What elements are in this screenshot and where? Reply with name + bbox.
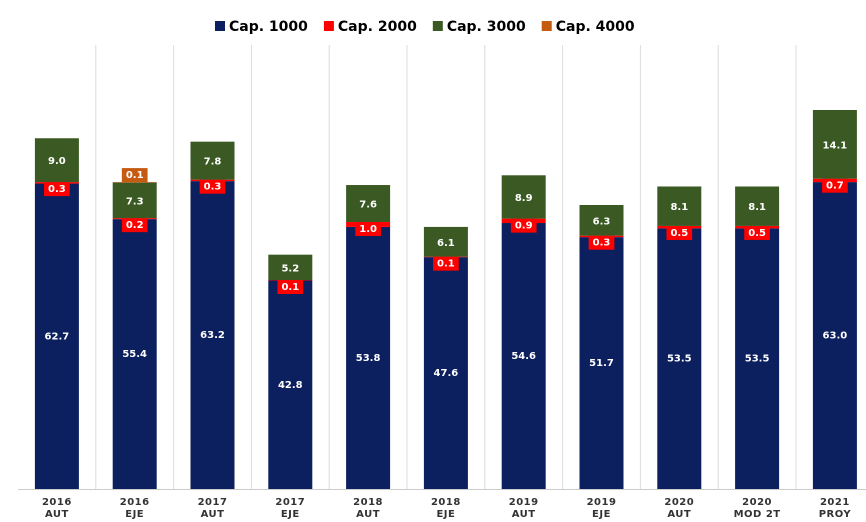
x-tick-label: 2018 [431, 497, 461, 508]
legend-label: Cap. 4000 [556, 19, 635, 35]
legend-label: Cap. 3000 [447, 19, 526, 35]
x-tick-label: 2021 [820, 497, 850, 508]
value-label-box [277, 280, 304, 295]
bar-segment [812, 182, 857, 489]
legend-swatch [323, 21, 334, 31]
bar-segment [423, 257, 468, 489]
value-label: 0.5 [670, 228, 688, 239]
value-label: 62.7 [45, 331, 70, 342]
x-tick-label: EJE [436, 509, 455, 520]
value-label: 0.3 [593, 238, 611, 249]
x-tick-label: AUT [201, 509, 225, 520]
bar-segment [812, 110, 857, 179]
value-label: 53.5 [745, 354, 770, 365]
x-tick-label: MOD 2T [734, 509, 781, 520]
value-label: 7.8 [204, 157, 222, 168]
value-label: 0.1 [281, 282, 299, 293]
bar-segment [268, 280, 313, 489]
value-label-box [666, 225, 693, 240]
x-tick-label: AUT [512, 509, 536, 520]
value-label-box [588, 235, 615, 250]
bar-segment [579, 237, 624, 489]
value-label-box [355, 222, 381, 237]
x-tick-label: 2019 [587, 497, 617, 508]
bar-segment [657, 186, 702, 226]
value-label: 0.1 [126, 170, 144, 181]
value-label: 54.6 [511, 351, 536, 362]
value-label: 1.0 [359, 224, 377, 235]
x-tick-label: 2020 [664, 497, 694, 508]
value-label-box [744, 225, 770, 240]
x-tick-label: 2016 [42, 497, 72, 508]
value-label: 0.1 [437, 259, 455, 270]
value-label-box [121, 218, 148, 233]
value-label: 55.4 [122, 349, 147, 360]
legend-swatch [432, 21, 443, 31]
value-label-box [510, 218, 537, 233]
legend-label: Cap. 1000 [229, 19, 308, 35]
value-label: 6.3 [593, 216, 611, 227]
value-label: 9.0 [48, 156, 66, 167]
x-tick-label: 2017 [275, 497, 305, 508]
value-label: 0.5 [748, 228, 766, 239]
value-label: 63.0 [823, 331, 848, 342]
legend-swatch [215, 21, 225, 31]
bar-segment [190, 181, 235, 489]
value-label: 0.7 [826, 181, 844, 192]
bar-segment [34, 183, 79, 489]
bar-segment [735, 186, 780, 226]
x-tick-label: 2016 [120, 497, 150, 508]
value-label: 53.5 [667, 354, 692, 365]
value-label: 0.3 [204, 182, 222, 193]
value-label: 53.8 [356, 353, 381, 364]
value-label: 51.7 [589, 358, 614, 369]
value-label: 6.1 [437, 238, 455, 249]
value-label: 0.2 [126, 220, 144, 231]
bar-segment [423, 226, 468, 257]
bar-segment [346, 226, 391, 489]
value-label: 5.2 [281, 263, 299, 274]
value-label: 0.9 [515, 221, 533, 232]
value-label: 0.3 [48, 184, 66, 195]
value-label-box [822, 178, 848, 193]
value-label: 63.2 [200, 330, 225, 341]
value-label-box [121, 168, 148, 183]
bar-segment [268, 254, 313, 281]
bar-segment [34, 138, 79, 183]
value-label: 8.9 [515, 193, 533, 204]
value-label: 8.1 [748, 202, 766, 213]
bar-segment [112, 219, 157, 489]
x-tick-label: PROY [819, 509, 852, 520]
x-tick-label: 2017 [198, 497, 228, 508]
value-label-box [199, 179, 226, 194]
value-label: 7.3 [126, 196, 144, 207]
bar-segment [190, 141, 235, 180]
bar-segment [346, 185, 391, 223]
bar-segment [579, 204, 624, 236]
x-tick-label: AUT [667, 509, 691, 520]
legend-swatch [541, 21, 552, 31]
bar-segment [657, 228, 702, 490]
x-tick-label: 2020 [742, 497, 772, 508]
value-label: 47.6 [434, 368, 459, 379]
legend-label: Cap. 2000 [338, 19, 417, 35]
x-tick-label: EJE [281, 509, 300, 520]
value-label-box [44, 182, 70, 197]
x-tick-label: AUT [356, 509, 380, 520]
value-label: 7.6 [359, 200, 377, 211]
x-tick-label: EJE [125, 509, 144, 520]
x-tick-label: AUT [45, 509, 69, 520]
x-tick-label: 2018 [353, 497, 383, 508]
x-tick-label: EJE [592, 509, 611, 520]
value-label: 14.1 [823, 140, 848, 151]
bar-segment [112, 182, 157, 219]
bar-segment [501, 223, 546, 489]
value-label: 8.1 [670, 202, 688, 213]
value-label-box [433, 256, 459, 271]
bar-segment [735, 228, 780, 490]
value-label: 42.8 [278, 380, 303, 391]
x-tick-label: 2019 [509, 497, 539, 508]
bar-segment [501, 175, 546, 219]
